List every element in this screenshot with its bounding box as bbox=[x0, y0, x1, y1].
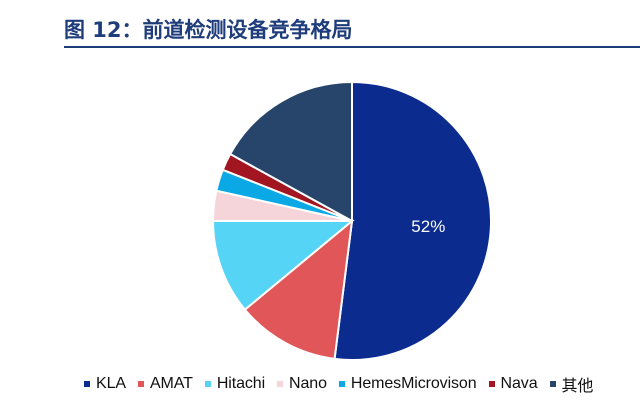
legend-swatch bbox=[549, 381, 556, 387]
legend-item-kla: KLA bbox=[84, 375, 126, 393]
legend-item-nano: Nano bbox=[277, 375, 327, 393]
legend-item-amat: AMAT bbox=[137, 375, 193, 393]
figure-title: 图 12：前道检测设备竞争格局 bbox=[64, 18, 353, 42]
legend-swatch bbox=[338, 381, 345, 387]
legend-swatch bbox=[488, 381, 495, 387]
legend-label: HemesMicrovison bbox=[350, 375, 477, 392]
pie-slice-其他 bbox=[228, 80, 353, 223]
legend-label: KLA bbox=[96, 375, 126, 392]
legend-swatch bbox=[84, 381, 90, 387]
legend-label: Hitachi bbox=[216, 375, 266, 392]
legend-item-其他: 其他 bbox=[549, 372, 594, 396]
legend-label: 其他 bbox=[561, 378, 594, 395]
legend-item-nava: Nava bbox=[488, 375, 538, 393]
title-rule bbox=[64, 46, 640, 48]
chart-legend: KLA AMAT Hitachi Nano HemesMicrovison Nava 其他 bbox=[84, 372, 605, 396]
pie-slice-kla bbox=[333, 80, 492, 361]
legend-swatch bbox=[137, 381, 144, 387]
legend-item-hitachi: Hitachi bbox=[204, 375, 266, 393]
legend-label: AMAT bbox=[149, 375, 193, 392]
legend-label: Nava bbox=[500, 375, 538, 392]
slice-label-kla: 52% bbox=[411, 217, 445, 236]
legend-swatch bbox=[277, 381, 284, 387]
pie-slice-hitachi bbox=[211, 220, 355, 312]
pie-slice-amat bbox=[243, 218, 354, 361]
pie-chart: 52% bbox=[211, 80, 492, 361]
legend-swatch bbox=[204, 381, 211, 387]
legend-label: Nano bbox=[289, 375, 327, 392]
legend-item-hemesmicrovison: HemesMicrovison bbox=[338, 375, 477, 393]
